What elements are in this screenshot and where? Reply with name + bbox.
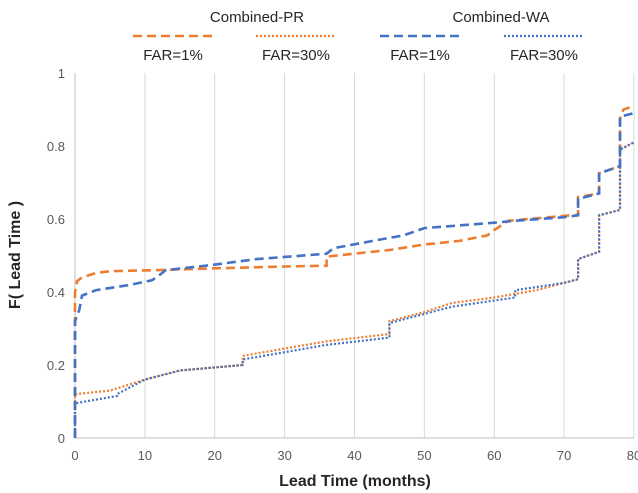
legend-item-label: FAR=1% xyxy=(143,47,203,64)
y-axis-title: F( Lead Time ) xyxy=(7,201,24,309)
x-tick-label: 80 xyxy=(627,448,638,463)
x-tick-label: 70 xyxy=(557,448,571,463)
x-tick-label: 0 xyxy=(71,448,78,463)
y-tick-label: 0 xyxy=(58,431,65,446)
y-tick-label: 1 xyxy=(58,66,65,81)
legend-group-label: Combined-PR xyxy=(210,9,304,26)
legend: Combined-PR FAR=1% FAR=30% Combined-WA FAR=1… xyxy=(133,9,584,64)
legend-group-label: Combined-WA xyxy=(453,9,550,26)
legend-item-label: FAR=30% xyxy=(510,47,578,64)
legend-item-label: FAR=30% xyxy=(262,47,330,64)
y-tick-label: 0.2 xyxy=(47,358,65,373)
series-line-combined-wa-far30 xyxy=(73,141,635,438)
legend-item-label: FAR=1% xyxy=(390,47,450,64)
gridlines xyxy=(144,73,635,438)
y-tick-label: 0.6 xyxy=(47,212,65,227)
series-line-combined-wa-far1 xyxy=(73,111,635,438)
y-tick-label: 0.8 xyxy=(47,139,65,154)
x-tick-label: 50 xyxy=(417,448,431,463)
x-tick-label: 60 xyxy=(487,448,501,463)
series-layer xyxy=(73,104,635,438)
x-tick-label: 40 xyxy=(347,448,361,463)
x-tick-label: 30 xyxy=(277,448,291,463)
y-tick-label: 0.4 xyxy=(47,285,65,300)
x-tick-label: 20 xyxy=(208,448,222,463)
x-axis-title: Lead Time (months) xyxy=(279,473,431,490)
x-tick-label: 10 xyxy=(138,448,152,463)
tick-labels: 0 10 20 30 40 50 60 70 80 0 0.2 0.4 0.6 0.8 1 xyxy=(47,66,638,463)
